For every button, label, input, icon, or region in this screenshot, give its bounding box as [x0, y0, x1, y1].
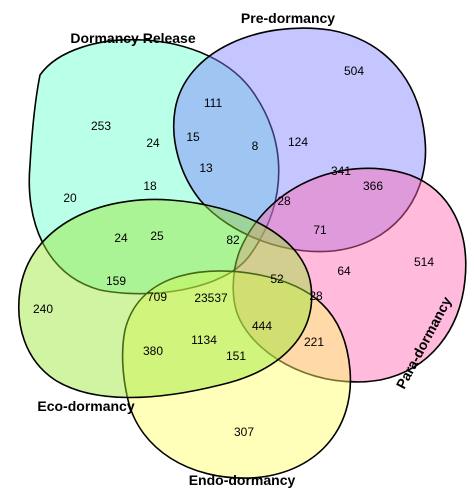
region-count: 341	[331, 164, 351, 178]
region-count: 13	[199, 161, 213, 175]
region-count: 151	[226, 349, 246, 363]
region-count: 18	[143, 179, 157, 193]
set-shape-endo-dormancy	[121, 270, 352, 479]
region-count: 71	[313, 223, 327, 237]
region-count: 111	[204, 96, 223, 110]
region-count: 366	[363, 179, 383, 193]
set-shape-pre-dormancy	[172, 27, 427, 253]
region-count: 28	[309, 289, 323, 303]
region-count: 444	[252, 319, 272, 333]
set-labels: Dormancy Release Pre-dormancy Para-dorma…	[37, 10, 454, 488]
region-count: 709	[147, 290, 167, 304]
region-count: 82	[226, 233, 240, 247]
region-count: 514	[414, 255, 434, 269]
region-count: 307	[234, 425, 254, 439]
region-count: 8	[252, 139, 259, 153]
region-count: 24	[146, 136, 160, 150]
region-count: 15	[186, 130, 200, 144]
region-count: 504	[344, 64, 364, 78]
region-count: 240	[33, 302, 53, 316]
region-count: 23537	[194, 291, 228, 305]
region-count: 1134	[191, 333, 217, 347]
region-count: 20	[63, 191, 77, 205]
region-count: 28	[277, 194, 291, 208]
region-counts: 253 504 514 307 240 111 24 15 8 124 13 3…	[33, 64, 434, 439]
region-count: 159	[106, 274, 126, 288]
region-count: 253	[91, 119, 111, 133]
region-count: 24	[114, 231, 128, 245]
set-shape-dormancy-release	[28, 38, 280, 295]
region-count: 380	[143, 344, 163, 358]
region-count: 25	[150, 229, 164, 243]
region-count: 64	[337, 264, 351, 278]
set-label-eco-dormancy: Eco-dormancy	[37, 398, 134, 414]
region-count: 52	[270, 272, 284, 286]
set-shape-eco-dormancy	[17, 198, 313, 399]
set-label-endo-dormancy: Endo-dormancy	[189, 472, 296, 488]
set-shapes	[17, 27, 467, 479]
region-count: 221	[304, 335, 324, 349]
set-shape-para-dormancy	[232, 167, 467, 383]
set-label-dormancy-release: Dormancy Release	[70, 30, 196, 46]
set-label-pre-dormancy: Pre-dormancy	[241, 10, 335, 26]
region-count: 124	[288, 135, 308, 149]
